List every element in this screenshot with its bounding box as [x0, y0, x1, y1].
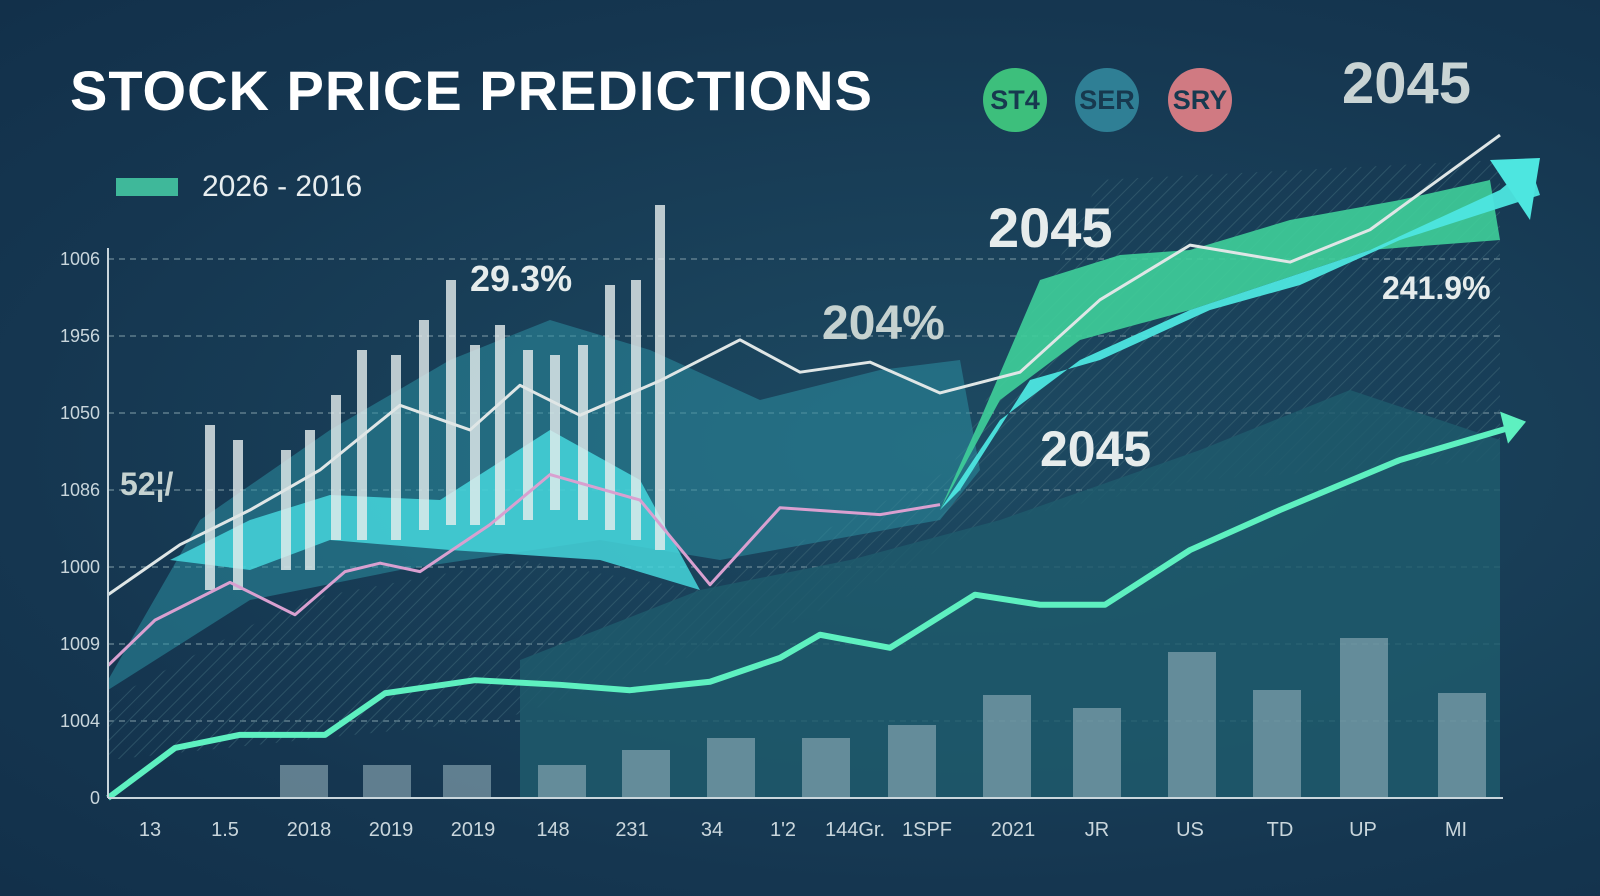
- volume-bar: [1168, 652, 1216, 798]
- annotation-pct-29-3: 29.3%: [470, 258, 573, 299]
- candle-bar: [446, 280, 456, 525]
- volume-bar: [280, 765, 328, 798]
- x-tick-label: 148: [536, 819, 569, 841]
- candle-bar: [281, 450, 291, 570]
- x-tick-label: TD: [1267, 819, 1294, 841]
- volume-bar: [1253, 690, 1301, 798]
- x-tick-label: 1SPF: [902, 819, 952, 841]
- annotation-2045-upper: 2045: [988, 196, 1113, 259]
- y-tick-label: 1050: [60, 403, 100, 423]
- x-tick-label: MI: [1445, 819, 1467, 841]
- x-tick-label: 1'2: [770, 819, 796, 841]
- candle-bar: [655, 205, 665, 550]
- arrow-head-icon: [1490, 158, 1540, 220]
- volume-bar: [443, 765, 491, 798]
- x-tick-label: 34: [701, 819, 723, 841]
- x-tick-label: 2019: [451, 819, 496, 841]
- candle-bar: [523, 350, 533, 520]
- cyan-area-left: [170, 430, 700, 590]
- y-tick-label: 0: [90, 788, 100, 808]
- volume-bar: [363, 765, 411, 798]
- annotation-2045-lower: 2045: [1040, 421, 1152, 477]
- candle-bar: [470, 345, 480, 525]
- x-tick-label: JR: [1085, 819, 1109, 841]
- x-tick-label: UP: [1349, 819, 1377, 841]
- candle-bar: [331, 395, 341, 540]
- page-title: STOCK PRICE PREDICTIONS: [70, 59, 873, 122]
- volume-bar: [802, 738, 850, 798]
- series-line-3: [106, 473, 941, 667]
- x-tick-label: US: [1176, 819, 1204, 841]
- volume-bar: [1073, 708, 1121, 798]
- volume-bar: [1438, 693, 1486, 798]
- volume-bar: [707, 738, 755, 798]
- x-tick-label: 13: [139, 819, 161, 841]
- candle-bar: [550, 355, 560, 510]
- candle-bar: [578, 345, 588, 520]
- volume-bar: [622, 750, 670, 798]
- badge-sry: SRY: [1168, 68, 1232, 132]
- candle-bar: [631, 280, 641, 540]
- y-tick-label: 1956: [60, 326, 100, 346]
- candle-bar: [605, 285, 615, 530]
- volume-bar: [538, 765, 586, 798]
- candle-bar: [205, 425, 215, 590]
- badge-st4: ST4: [983, 68, 1047, 132]
- candle-bar: [419, 320, 429, 530]
- legend-label: 2026 - 2016: [202, 170, 363, 203]
- candle-bar: [305, 430, 315, 570]
- volume-bar: [888, 725, 936, 798]
- y-tick-label: 1000: [60, 557, 100, 577]
- annotation-pct-241-9: 241.9%: [1382, 270, 1491, 306]
- annotation-pct-204: 204%: [822, 297, 945, 350]
- y-tick-label: 1009: [60, 634, 100, 654]
- cyan-area-right: [940, 165, 1540, 510]
- arrow-head-icon: [1500, 411, 1526, 444]
- candle-bar: [495, 325, 505, 525]
- x-tick-label: 1.5: [211, 819, 239, 841]
- x-tick-label: 2021: [991, 819, 1036, 841]
- legend-swatch: [116, 178, 178, 196]
- x-tick-label: 2019: [369, 819, 414, 841]
- candle-bar: [357, 350, 367, 540]
- volume-bars: [280, 638, 1486, 798]
- legend: 2026 - 2016: [116, 170, 362, 204]
- volume-bar: [983, 695, 1031, 798]
- x-tick-label: 231: [615, 819, 648, 841]
- badge-ser: SER: [1075, 68, 1139, 132]
- x-tick-label: 2018: [287, 819, 332, 841]
- y-tick-label: 1086: [60, 480, 100, 500]
- y-tick-label: 1006: [60, 249, 100, 269]
- x-tick-label: 144Gr.: [825, 819, 885, 841]
- annotation-pct-left: 52¦/: [120, 466, 174, 502]
- candle-bar: [391, 355, 401, 540]
- volume-bar: [1340, 638, 1388, 798]
- annotation-2045-top: 2045: [1342, 51, 1472, 116]
- y-tick-label: 1004: [60, 711, 100, 731]
